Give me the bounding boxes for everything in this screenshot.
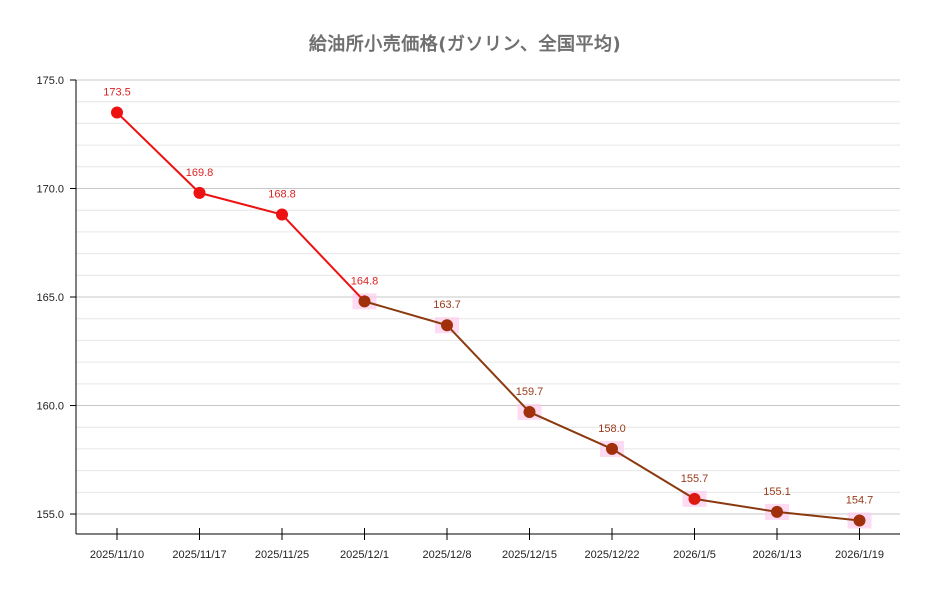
line-segment: [776, 510, 860, 522]
line-segment: [281, 213, 366, 303]
data-marker: [771, 505, 783, 518]
data-label: 163.7: [433, 299, 461, 311]
data-marker: [606, 442, 618, 455]
y-tick-label: 175.0: [36, 75, 64, 87]
x-tick-label: 2025/11/10: [90, 549, 144, 561]
x-tick-label: 2025/12/15: [502, 549, 557, 561]
line-segment: [116, 111, 201, 194]
y-tick-label: 170.0: [36, 184, 64, 196]
x-tick-label: 2025/12/22: [584, 549, 639, 561]
data-label: 173.5: [103, 87, 131, 99]
x-axis-ticks: 2025/11/10 2025/11/17 2025/11/25 2025/12/1 2…: [90, 528, 884, 561]
data-label: 169.8: [186, 167, 214, 179]
gridlines: [76, 79, 900, 515]
data-label: 154.7: [846, 495, 874, 507]
data-label: 155.1: [763, 486, 791, 498]
data-marker: [441, 319, 453, 332]
data-marker: [523, 406, 536, 419]
data-label: 155.7: [681, 473, 709, 485]
line-segment: [611, 448, 696, 500]
x-tick-label: 2025/11/17: [172, 549, 226, 561]
data-label: 159.7: [516, 386, 544, 398]
chart-title: 給油所小売価格(ガソリン、全国平均): [308, 34, 622, 55]
x-tick-label: 2025/11/25: [255, 549, 309, 561]
y-tick-label: 160.0: [36, 401, 64, 413]
x-tick-label: 2025/12/1: [340, 549, 389, 561]
data-marker: [358, 295, 371, 308]
x-tick-label: 2026/1/13: [753, 549, 802, 561]
data-marker: [853, 514, 866, 527]
y-tick-label: 155.0: [36, 509, 64, 521]
data-label: 164.8: [351, 275, 379, 287]
axes: [75, 80, 900, 535]
line-segment: [529, 411, 613, 450]
data-labels: 173.5 169.8 168.8 164.8 163.7 159.7 158.0 155.7…: [103, 87, 873, 507]
price-series-line: [116, 111, 860, 522]
data-label: 158.0: [598, 423, 626, 435]
data-marker: [688, 492, 701, 505]
line-segment: [364, 300, 448, 327]
data-marker: [276, 208, 288, 221]
y-axis-ticks: 155.0 160.0 165.0 170.0 175.0: [36, 75, 76, 521]
point-highlights: [352, 293, 872, 529]
line-segment: [446, 324, 531, 413]
y-tick-label: 165.0: [36, 292, 64, 304]
data-marker: [193, 186, 206, 199]
line-segment: [694, 497, 778, 513]
data-markers: [111, 106, 866, 527]
data-marker: [111, 106, 123, 119]
x-tick-label: 2025/12/8: [423, 549, 472, 561]
x-tick-label: 2026/1/19: [835, 549, 884, 561]
data-label: 168.8: [268, 189, 296, 201]
line-segment: [199, 191, 283, 216]
x-tick-label: 2026/1/5: [673, 549, 716, 561]
